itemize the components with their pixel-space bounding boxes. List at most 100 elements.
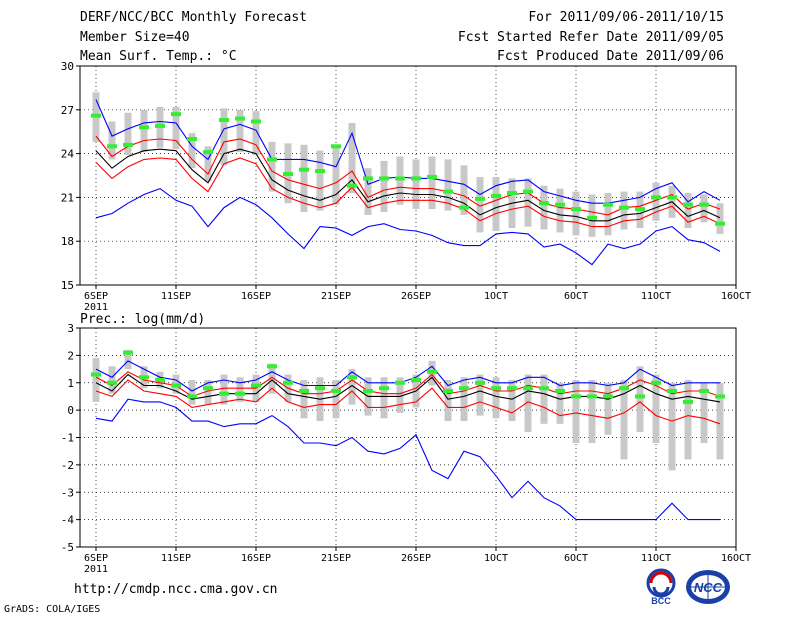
temp-xtick-label: 26SEP <box>401 291 431 302</box>
temp-spread-box <box>460 165 468 215</box>
temp-spread-box <box>332 147 340 205</box>
temp-marker <box>507 191 517 196</box>
chart-title: DERF/NCC/BCC Monthly Forecast <box>80 10 307 25</box>
temp-spread-box <box>268 141 276 192</box>
prec-marker <box>715 394 725 399</box>
prec-marker <box>667 388 677 393</box>
temp-line-mean <box>95 148 721 222</box>
temp-line-upper <box>95 135 721 216</box>
prec-ytick-label: -5 <box>61 541 74 554</box>
prec-spread-box <box>700 382 708 443</box>
temp-marker <box>139 125 149 130</box>
temp-spread-box <box>140 109 148 153</box>
temp-marker <box>667 195 677 200</box>
prec-spread-box <box>92 358 100 402</box>
temp-spread-box <box>252 111 260 156</box>
prec-line-upper <box>95 371 721 398</box>
prec-spread-box <box>332 380 340 419</box>
prec-marker <box>187 394 197 399</box>
prec-line-max <box>95 360 720 392</box>
temp-marker <box>171 112 181 117</box>
prec-ytick-label: 0 <box>67 404 74 417</box>
temp-marker <box>203 150 213 155</box>
prec-marker <box>235 391 245 396</box>
prec-marker <box>651 380 661 385</box>
prec-marker <box>395 380 405 385</box>
prec-ytick-label: -1 <box>61 432 74 445</box>
prec-marker <box>619 386 629 391</box>
temp-marker <box>459 205 469 210</box>
prec-marker <box>251 383 261 388</box>
prec-ytick-label: 2 <box>67 349 74 362</box>
prec-spread-box <box>652 374 660 443</box>
prec-marker <box>507 386 517 391</box>
prec-marker <box>219 391 229 396</box>
prec-marker <box>587 394 597 399</box>
temp-marker <box>299 167 309 172</box>
temp-spread-box <box>380 160 388 212</box>
prec-marker <box>427 369 437 374</box>
prec-spread-box <box>492 377 500 419</box>
member-size: Member Size=40 <box>80 30 190 45</box>
prec-spread-box <box>108 366 116 394</box>
temp-spread-box <box>348 122 356 194</box>
prec-marker <box>107 380 117 385</box>
temp-marker <box>635 207 645 212</box>
temp-xtick-label: 11SEP <box>161 291 191 302</box>
prec-marker <box>331 388 341 393</box>
prec-marker <box>411 378 421 383</box>
temp-marker <box>603 202 613 207</box>
temp-spread-box <box>124 112 132 156</box>
prec-marker <box>635 394 645 399</box>
prec-line-min <box>95 398 720 521</box>
temp-marker <box>283 172 293 177</box>
temp-spread-box <box>316 150 324 211</box>
temp-xtick-label: 21SEP <box>321 291 351 302</box>
temp-marker <box>523 189 533 194</box>
prec-spread-box <box>300 380 308 419</box>
prec-marker <box>443 388 453 393</box>
temp-spread-box <box>108 121 116 160</box>
prec-marker <box>139 375 149 380</box>
prec-ytick-label: -4 <box>61 514 75 527</box>
prec-marker <box>267 364 277 369</box>
temp-marker <box>187 137 197 141</box>
prec-spread-box <box>460 377 468 422</box>
forecast-period: For 2011/09/06-2011/10/15 <box>528 10 724 25</box>
temp-spread-box <box>428 156 436 210</box>
temp-xtick-label: 1OCT <box>484 291 508 302</box>
temp-marker <box>347 183 357 188</box>
temp-xtick-label: 11OCT <box>641 291 671 302</box>
prec-spread-box <box>684 380 692 460</box>
temp-line-lower <box>95 157 721 228</box>
bcc-logo: BCC <box>646 568 676 606</box>
temp-spread-box <box>700 194 708 223</box>
temp-marker <box>267 157 277 162</box>
temp-ytick-label: 21 <box>61 191 74 204</box>
temp-ytick-label: 30 <box>61 60 74 73</box>
prec-spread-box <box>188 380 196 405</box>
temp-marker <box>443 189 453 194</box>
prec-panel-title: Prec.: log(mm/d) <box>80 312 205 327</box>
temp-marker <box>251 119 261 124</box>
prec-marker <box>555 388 565 393</box>
temp-spread-box <box>444 159 452 211</box>
source-url[interactable]: http://cmdp.ncc.cma.gov.cn <box>74 582 278 597</box>
temp-spread-box <box>476 176 484 233</box>
temp-marker <box>235 116 245 121</box>
temp-marker <box>491 193 501 198</box>
temp-marker <box>331 144 341 149</box>
temp-marker <box>395 176 405 181</box>
prec-spread-box <box>124 349 132 370</box>
ncc-logo-text: NCC <box>694 580 723 595</box>
prec-marker <box>699 388 709 393</box>
prec-marker <box>299 388 309 393</box>
temp-xtick-label: 16OCT <box>721 291 751 302</box>
temp-marker <box>379 176 389 181</box>
temp-marker <box>123 142 133 147</box>
bcc-logo-text: BCC <box>651 596 671 606</box>
temp-marker <box>539 201 549 206</box>
prec-marker <box>91 372 101 377</box>
prec-marker <box>347 375 357 380</box>
prec-xtick-label: 21SEP <box>321 553 351 564</box>
